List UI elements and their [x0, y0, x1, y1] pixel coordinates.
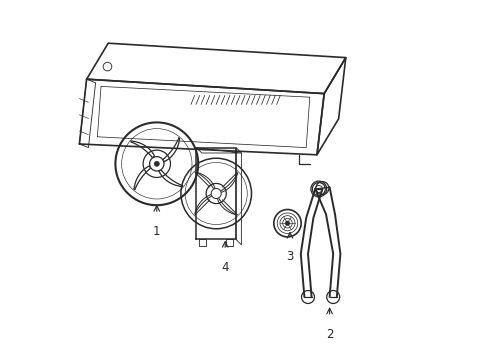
Text: 3: 3 — [286, 250, 294, 263]
Text: 2: 2 — [326, 328, 333, 341]
Text: 4: 4 — [221, 261, 229, 274]
Circle shape — [285, 221, 290, 225]
Circle shape — [154, 161, 159, 166]
Text: 1: 1 — [153, 225, 161, 238]
